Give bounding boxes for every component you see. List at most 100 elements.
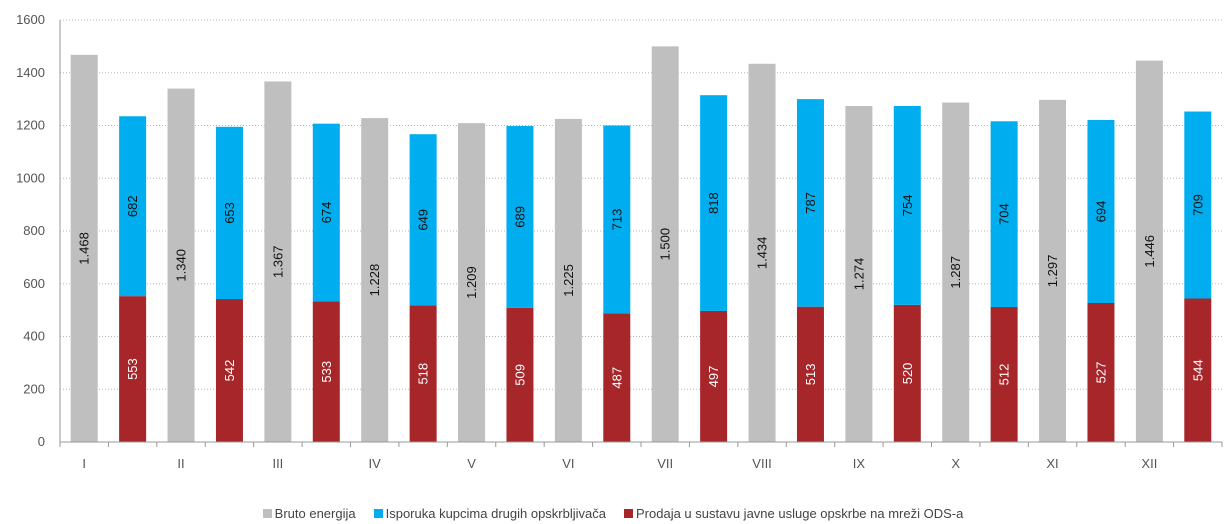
x-tick-label: VI <box>562 456 574 471</box>
bar-isporuka <box>312 123 340 302</box>
bar-prodaja <box>990 306 1018 442</box>
y-tick-label: 0 <box>38 434 45 449</box>
data-label: 527 <box>1093 362 1108 384</box>
y-tick-label: 1200 <box>16 118 45 133</box>
data-label: 518 <box>416 363 431 385</box>
x-tick-label: VII <box>657 456 673 471</box>
bar-isporuka <box>409 134 437 306</box>
y-tick-label: 1000 <box>16 170 45 185</box>
bar-prodaja <box>700 310 728 442</box>
data-label: 1.274 <box>851 258 866 291</box>
x-axis: I II III IV V VI VII VIII IX X XI XII <box>59 441 1223 471</box>
data-label: 1.297 <box>1045 255 1060 288</box>
data-label: 487 <box>609 367 624 389</box>
legend: Bruto energija Isporuka kupcima drugih o… <box>0 506 1226 521</box>
data-label: 682 <box>125 195 140 217</box>
legend-label-isporuka: Isporuka kupcima drugih opskrbljivača <box>385 506 606 521</box>
data-label: 818 <box>706 192 721 214</box>
data-label: 694 <box>1093 201 1108 223</box>
data-label: 787 <box>803 192 818 214</box>
data-label: 713 <box>609 209 624 231</box>
legend-item-isporuka: Isporuka kupcima drugih opskrbljivača <box>373 506 606 521</box>
bar-isporuka <box>215 126 243 300</box>
bar-isporuka <box>603 125 631 314</box>
x-tick-label: III <box>272 456 283 471</box>
x-tick-label: IV <box>369 456 382 471</box>
legend-item-prodaja: Prodaja u sustavu javne usluge opskrbe n… <box>624 506 963 521</box>
y-tick-label: 400 <box>23 329 45 344</box>
data-label: 649 <box>416 209 431 231</box>
bar-prodaja <box>893 304 921 442</box>
bar-prodaja <box>1087 303 1115 442</box>
bar-bruto <box>264 81 292 443</box>
bar-prodaja <box>409 305 437 442</box>
bar-prodaja <box>119 296 147 442</box>
data-label: 1.287 <box>948 256 963 289</box>
bars: 1.468 553 682 1.340 542 653 1.367 533 674 1.228 51… <box>70 46 1212 443</box>
x-tick-label: XI <box>1046 456 1058 471</box>
data-label: 1.434 <box>755 237 770 270</box>
bar-isporuka <box>506 126 534 308</box>
data-label: 520 <box>900 363 915 385</box>
x-tick-label: XII <box>1141 456 1157 471</box>
bar-isporuka <box>1087 119 1115 304</box>
data-label: 1.228 <box>367 264 382 297</box>
data-label: 653 <box>222 202 237 224</box>
bar-isporuka <box>893 105 921 305</box>
data-label: 709 <box>1190 194 1205 216</box>
legend-label-bruto: Bruto energija <box>274 506 356 521</box>
data-label: 512 <box>997 364 1012 386</box>
bar-isporuka <box>119 116 147 297</box>
x-tick-label: VIII <box>752 456 772 471</box>
bar-prodaja <box>312 301 340 442</box>
data-label: 1.500 <box>658 228 673 261</box>
bar-prodaja <box>1184 298 1212 442</box>
bar-bruto <box>1135 60 1163 443</box>
legend-swatch-bruto <box>262 509 272 518</box>
y-tick-label: 1400 <box>16 65 45 80</box>
bar-bruto <box>361 118 389 443</box>
y-tick-label: 800 <box>23 223 45 238</box>
bar-bruto <box>1039 99 1067 442</box>
data-label: 689 <box>512 206 527 228</box>
bar-prodaja <box>603 313 631 442</box>
legend-item-bruto: Bruto energija <box>262 506 356 521</box>
y-tick-label: 200 <box>23 381 45 396</box>
x-tick-label: II <box>177 456 184 471</box>
data-label: 1.209 <box>464 266 479 299</box>
y-tick-label: 600 <box>23 276 45 291</box>
bar-prodaja <box>506 307 534 442</box>
bar-bruto <box>458 123 486 442</box>
bar-isporuka <box>796 99 824 307</box>
bar-bruto <box>748 63 776 442</box>
bar-bruto <box>651 46 679 442</box>
y-tick-label: 1600 <box>16 12 45 27</box>
data-label: 1.446 <box>1142 235 1157 268</box>
data-label: 497 <box>706 366 721 388</box>
bar-bruto <box>554 118 582 442</box>
bar-bruto <box>167 88 195 442</box>
x-tick-label: V <box>467 456 476 471</box>
data-label: 533 <box>319 361 334 383</box>
x-tick-label: IX <box>853 456 866 471</box>
data-label: 544 <box>1190 359 1205 381</box>
bar-bruto <box>845 105 873 443</box>
x-tick-label: X <box>951 456 960 471</box>
data-label: 509 <box>512 364 527 386</box>
data-label: 754 <box>900 195 915 217</box>
data-label: 1.225 <box>561 264 576 297</box>
legend-swatch-isporuka <box>373 509 383 518</box>
data-label: 1.468 <box>77 232 92 265</box>
data-label: 674 <box>319 202 334 224</box>
bar-prodaja <box>796 306 824 442</box>
bar-isporuka <box>700 95 728 311</box>
bar-bruto <box>942 102 970 443</box>
x-tick-label: I <box>82 456 86 471</box>
data-label: 513 <box>803 363 818 385</box>
data-label: 704 <box>997 203 1012 225</box>
bar-bruto <box>70 54 98 442</box>
bar-isporuka <box>990 121 1018 307</box>
data-label: 1.367 <box>270 245 285 278</box>
legend-swatch-prodaja <box>624 509 633 518</box>
